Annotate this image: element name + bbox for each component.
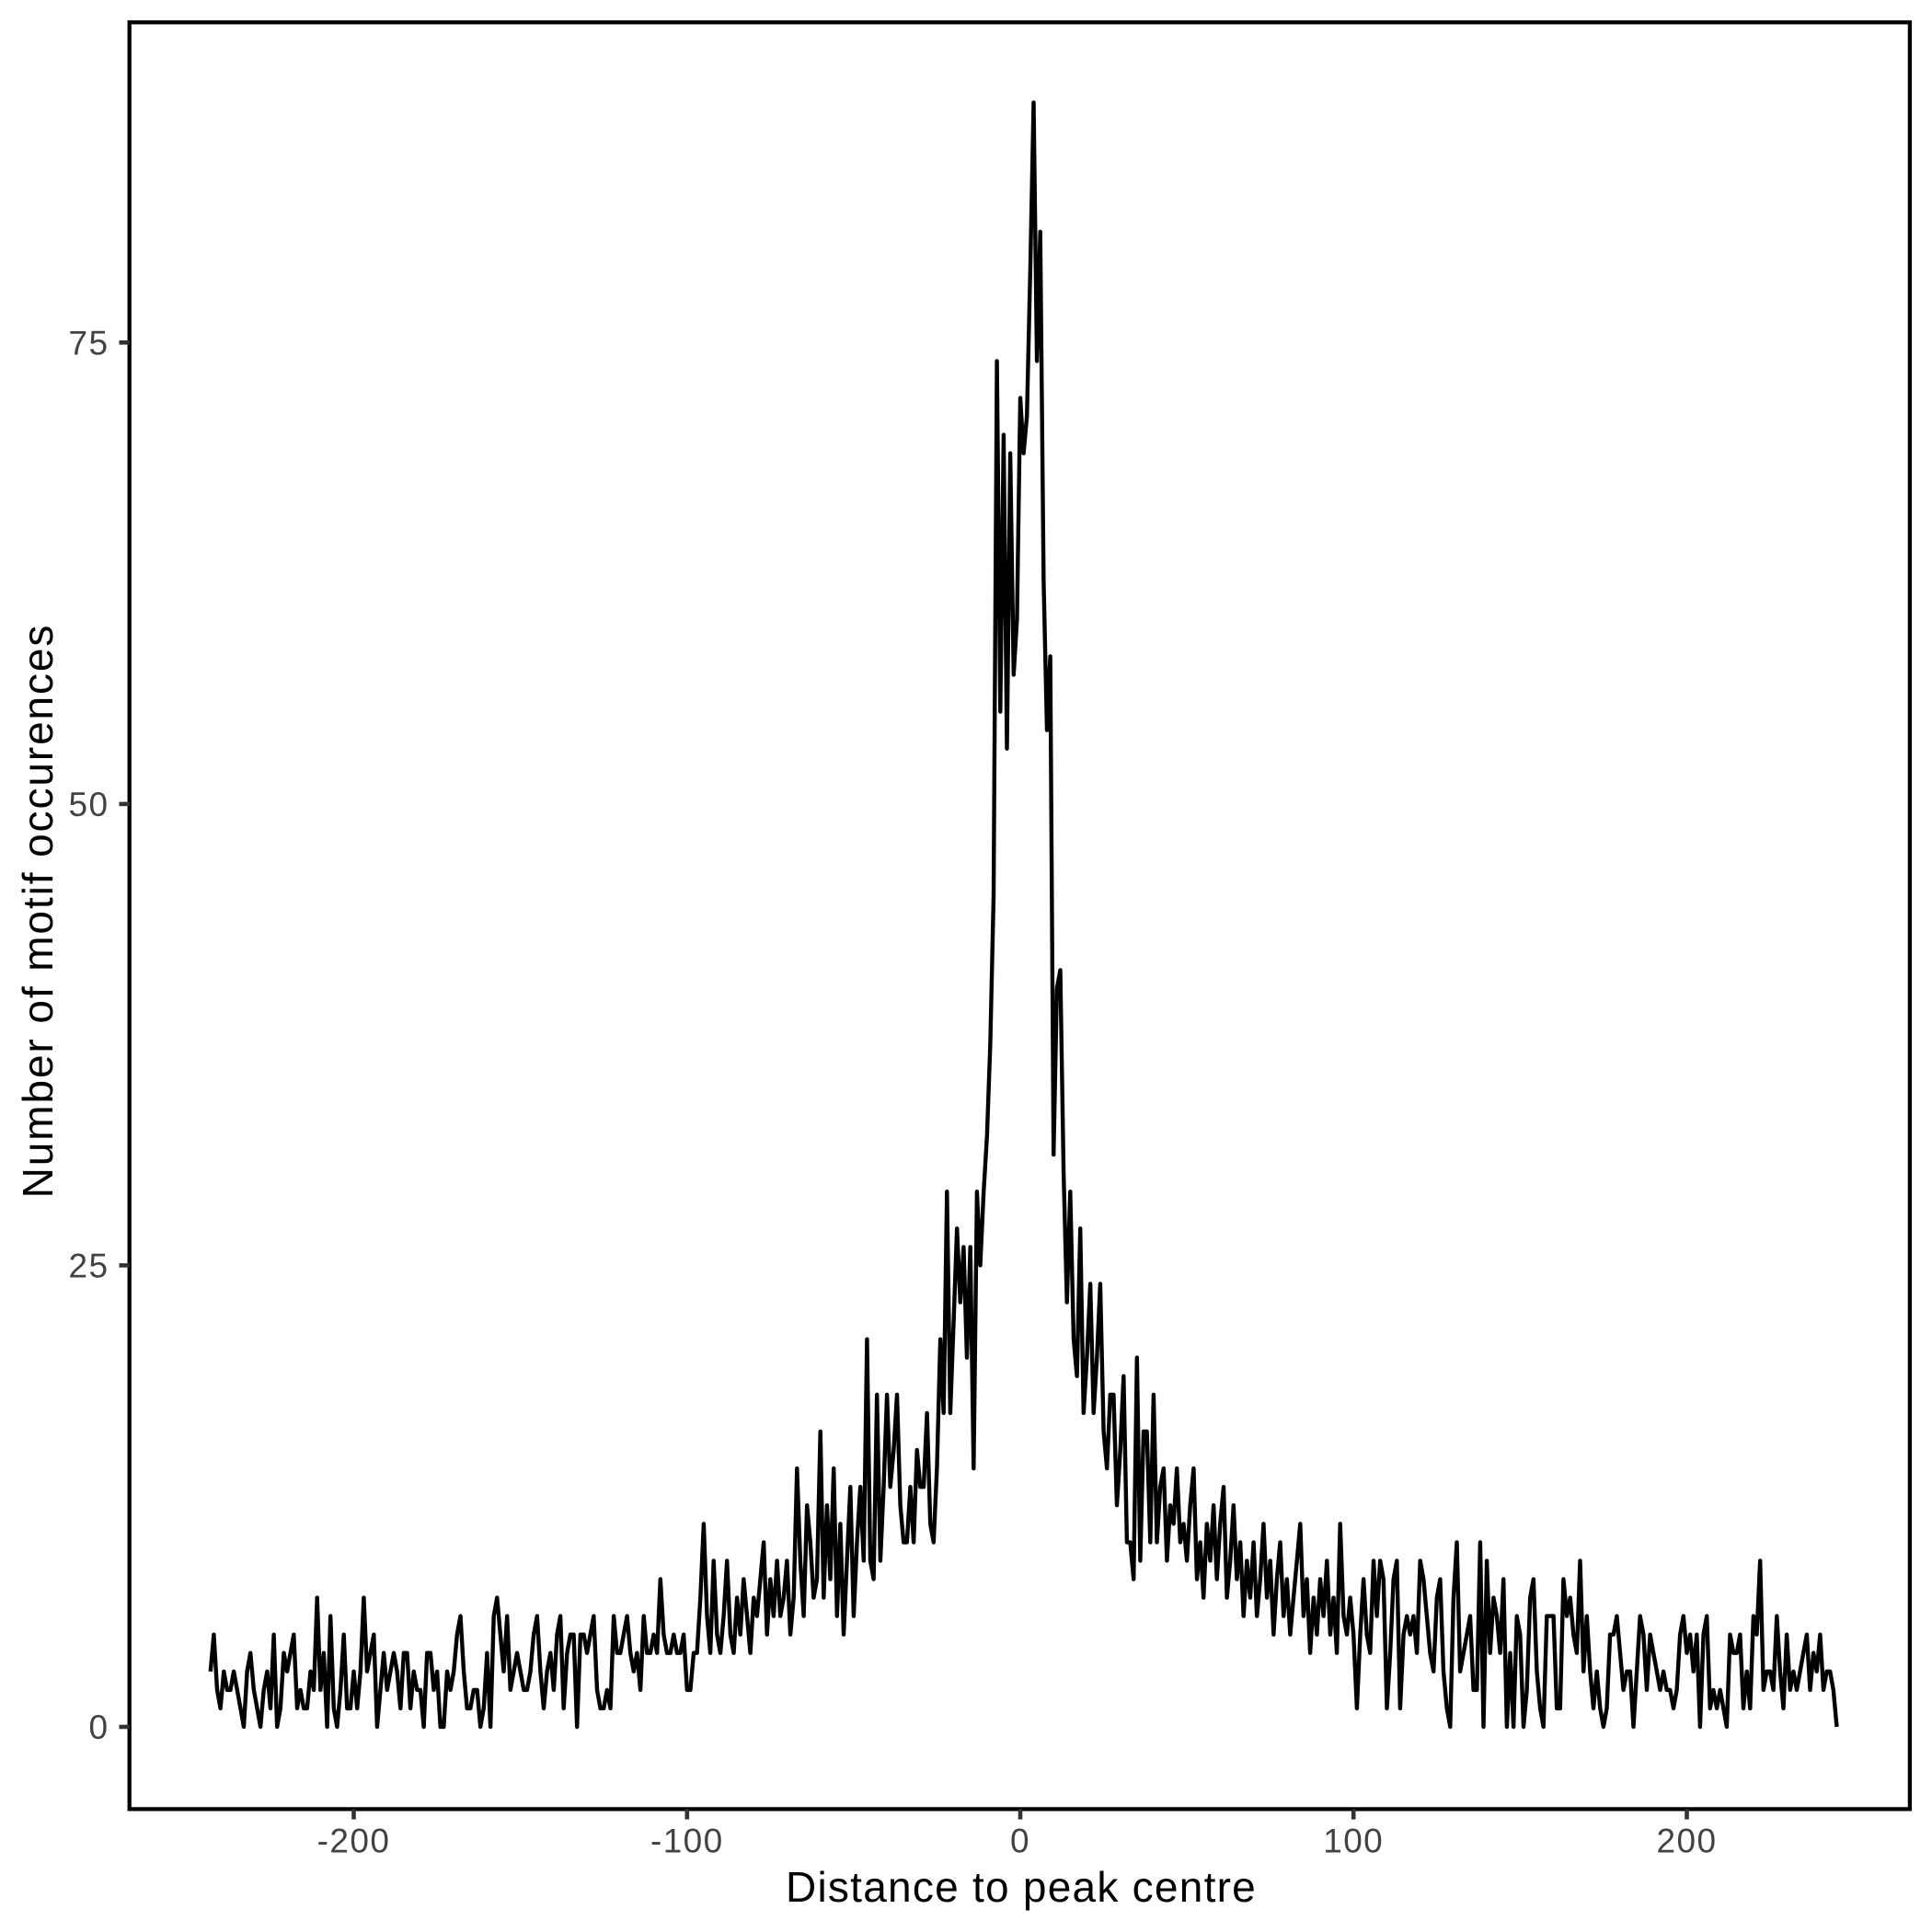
svg-text:100: 100: [1323, 1823, 1384, 1860]
svg-text:200: 200: [1657, 1823, 1718, 1860]
svg-text:25: 25: [69, 1248, 109, 1285]
svg-text:Number of motif occurences: Number of motif occurences: [14, 624, 62, 1199]
svg-text:Distance to peak centre: Distance to peak centre: [786, 1863, 1257, 1911]
svg-text:-100: -100: [650, 1823, 724, 1860]
svg-text:0: 0: [89, 1708, 109, 1746]
svg-text:50: 50: [69, 786, 109, 823]
svg-text:-200: -200: [317, 1823, 391, 1860]
svg-text:0: 0: [1010, 1823, 1030, 1860]
svg-text:75: 75: [69, 325, 109, 362]
